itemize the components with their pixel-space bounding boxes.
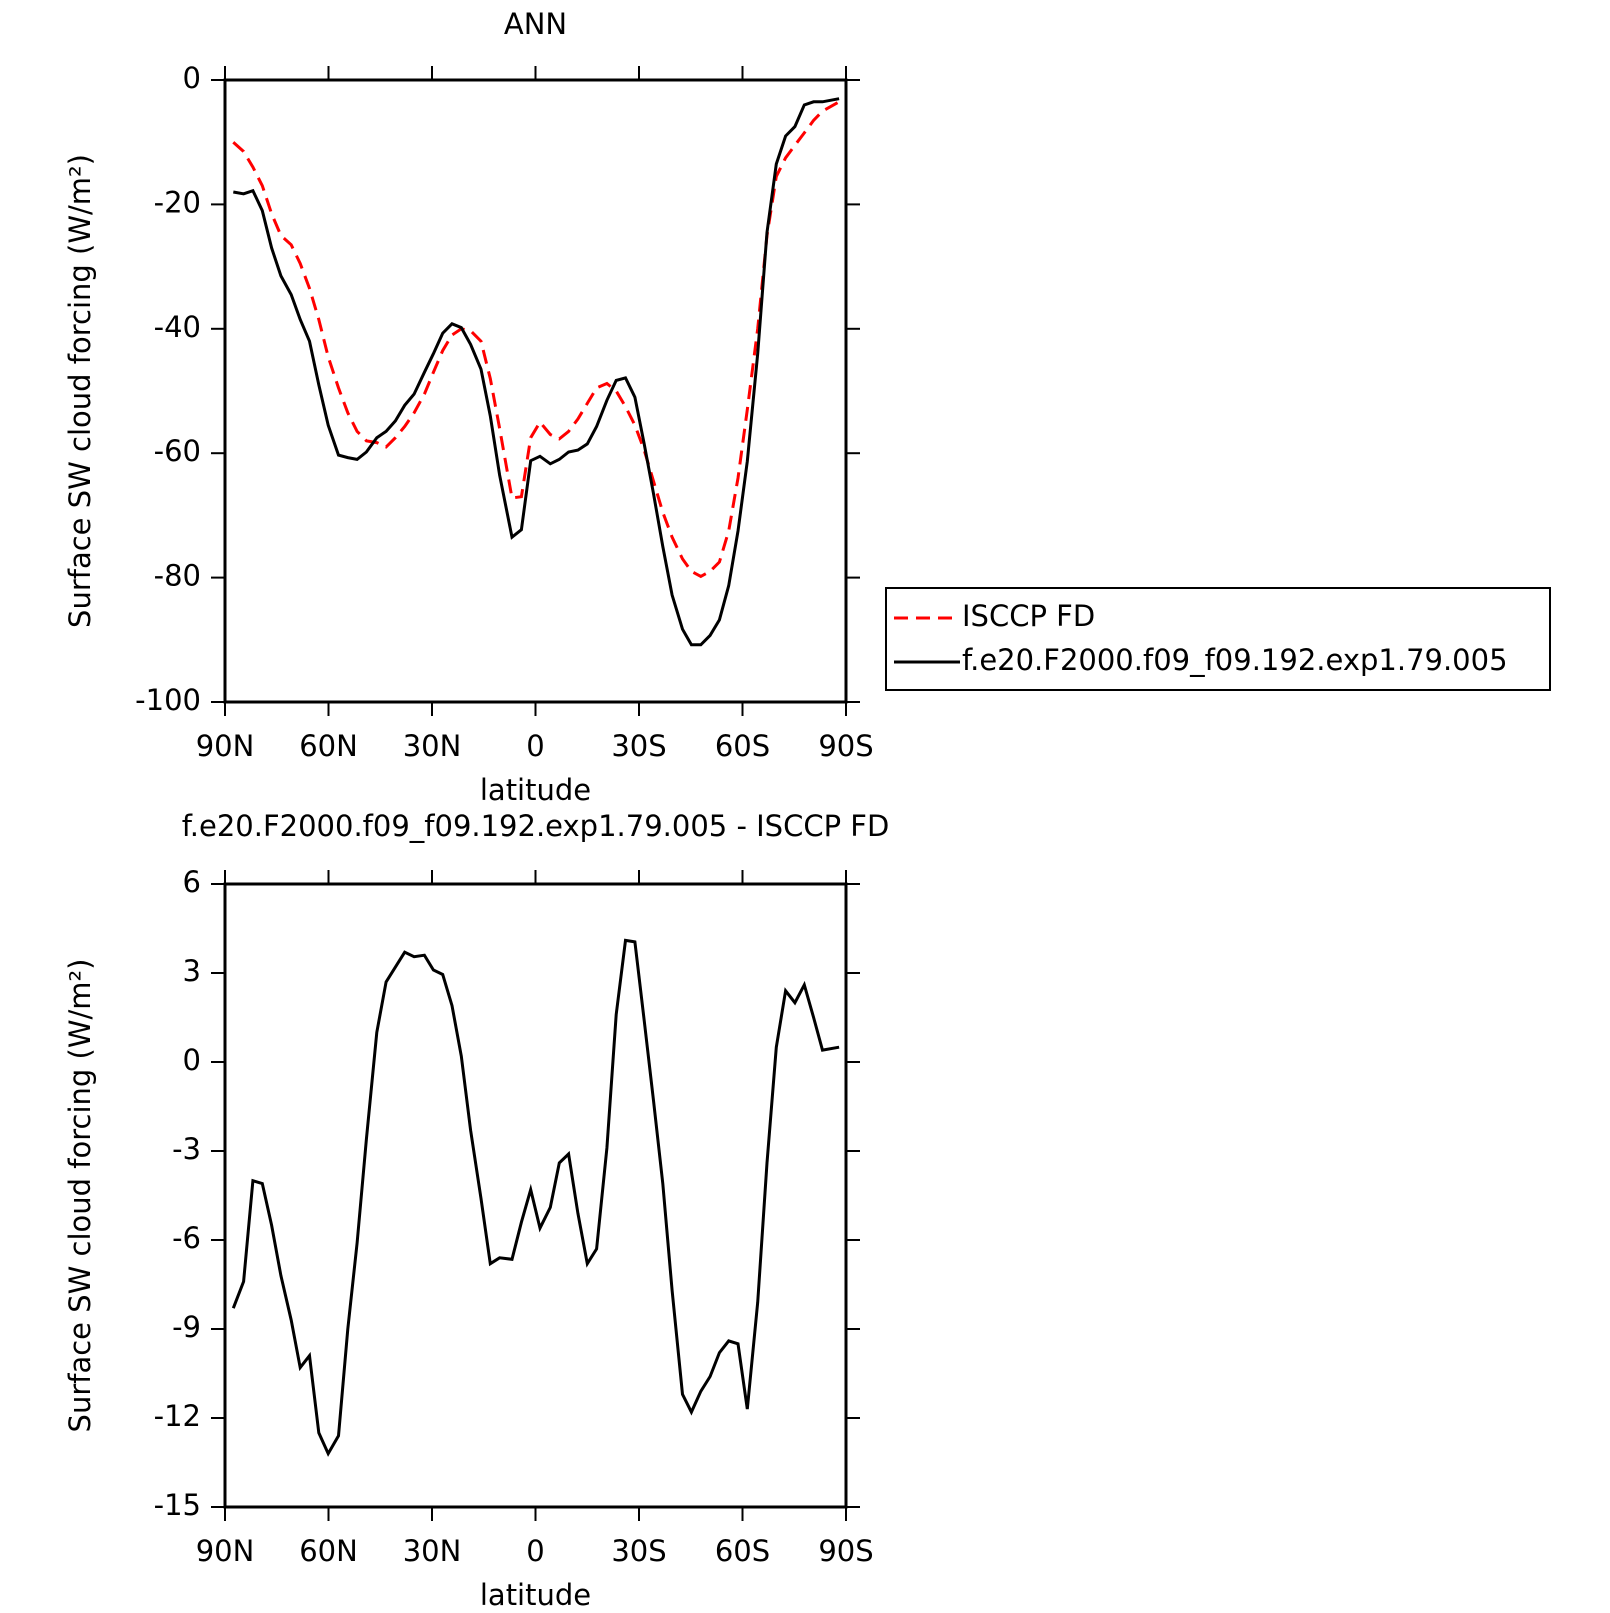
x-tick-label: 90S: [818, 1534, 873, 1568]
x-axis-label: latitude: [480, 773, 591, 807]
y-tick-label: -80: [154, 559, 201, 593]
series-line: [231, 938, 840, 1457]
series-line: [233, 97, 840, 647]
y-tick-label: -3: [172, 1132, 201, 1166]
x-tick-label: 90S: [818, 729, 873, 763]
x-tick-label: 0: [526, 1534, 544, 1568]
x-tick-label: 30N: [403, 729, 462, 763]
x-axis-label: latitude: [480, 1578, 591, 1612]
x-tick-label: 60S: [715, 729, 770, 763]
y-tick-label: -60: [154, 434, 201, 468]
x-tick-label: 90N: [196, 1534, 255, 1568]
y-tick-label: 3: [183, 954, 201, 988]
y-tick-label: -15: [154, 1488, 201, 1522]
x-tick-label: 30S: [611, 729, 666, 763]
legend-box: [885, 587, 1551, 691]
y-tick-label: 0: [183, 1043, 201, 1077]
chart-title: ANN: [504, 7, 567, 41]
y-tick-label: -9: [172, 1310, 201, 1344]
y-tick-label: -12: [154, 1399, 201, 1433]
x-tick-label: 30S: [611, 1534, 666, 1568]
chart-title: f.e20.F2000.f09_f09.192.exp1.79.005 - IS…: [182, 809, 890, 843]
y-tick-label: -100: [135, 683, 201, 717]
x-tick-label: 90N: [196, 729, 255, 763]
series-line: [232, 100, 840, 579]
x-tick-label: 60N: [299, 729, 358, 763]
x-tick-label: 60S: [715, 1534, 770, 1568]
x-tick-label: 0: [526, 729, 544, 763]
y-tick-label: -6: [172, 1221, 201, 1255]
legend-label: f.e20.F2000.f09_f09.192.exp1.79.005: [962, 643, 1508, 677]
y-tick-label: 6: [183, 865, 201, 899]
y-tick-label: 0: [183, 61, 201, 95]
y-axis-label: Surface SW cloud forcing (W/m²): [63, 154, 97, 628]
plot-frame: [223, 882, 848, 1509]
y-axis-label: Surface SW cloud forcing (W/m²): [63, 959, 97, 1433]
plot-frame: [223, 78, 848, 704]
x-tick-label: 60N: [299, 1534, 358, 1568]
legend-label: ISCCP FD: [962, 599, 1095, 633]
y-tick-label: -40: [154, 310, 201, 344]
y-tick-label: -20: [154, 185, 201, 219]
x-tick-label: 30N: [403, 1534, 462, 1568]
